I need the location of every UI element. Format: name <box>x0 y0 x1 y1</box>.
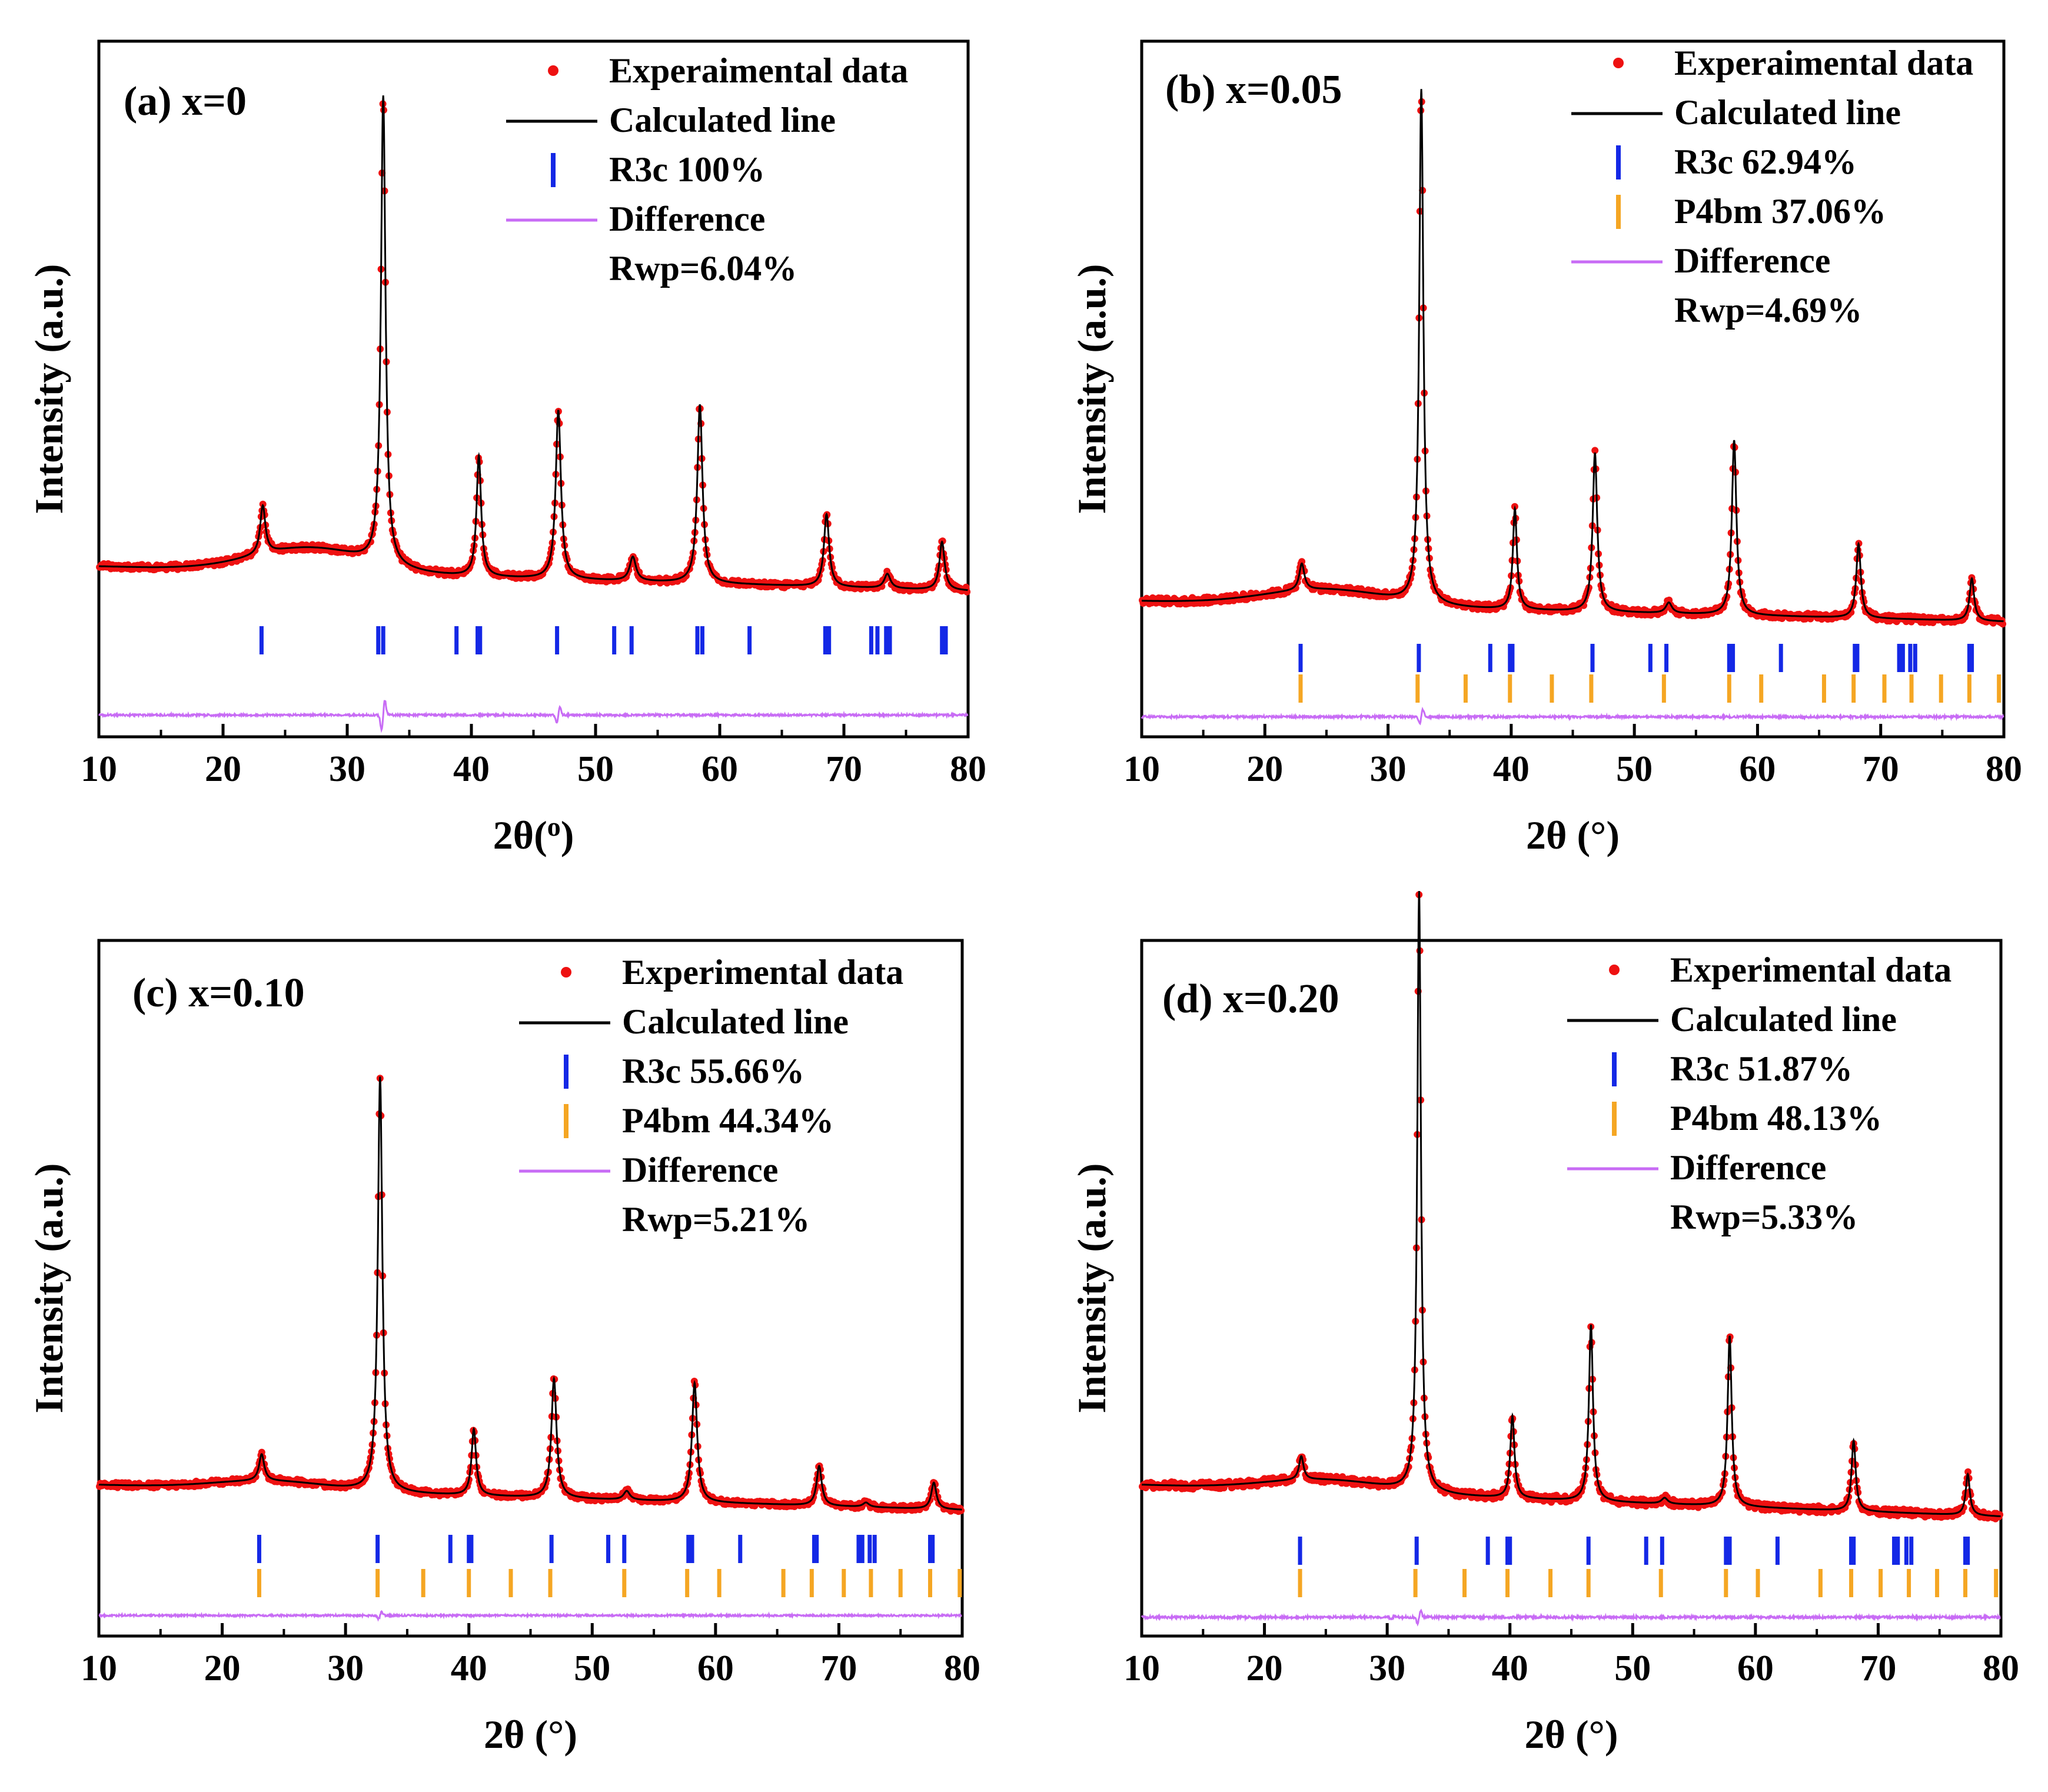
legend-entry-text: Difference <box>622 1151 778 1189</box>
bragg-ticks-r3c <box>259 626 948 654</box>
legend-entry-text: Experimental data <box>622 953 903 992</box>
x-axis-label: 2θ (°) <box>484 1712 577 1757</box>
legend-entry-text: P4bm 37.06% <box>1674 192 1886 231</box>
x-tick-label: 80 <box>1983 1648 2019 1688</box>
x-tick-label: 50 <box>574 1648 610 1688</box>
panel-d: 10 20 30 40 50 60 70 80 2θ (°) Intensity (a.u.) (d… <box>1069 891 2019 1757</box>
difference-curve <box>1141 706 2004 726</box>
x-tick-label: 80 <box>1986 749 2022 789</box>
x-tick-label: 20 <box>204 1648 241 1688</box>
legend-entry-text: R3c 55.66% <box>622 1052 804 1091</box>
legend-entry-text: Rwp=4.69% <box>1674 291 1862 330</box>
calculated-line <box>1142 89 2004 623</box>
x-axis-label: 2θ(o) <box>493 812 574 857</box>
legend-entry-text: Rwp=5.33% <box>1670 1198 1858 1236</box>
x-tick-label: 20 <box>1246 1648 1283 1688</box>
panel-a: 10 20 30 40 50 60 70 80 2θ(o) Intensity (a.u.) (a)… <box>26 39 986 857</box>
calculated-line <box>1142 891 2001 1517</box>
legend-marker-dot <box>548 65 558 76</box>
legend-entry-text: Difference <box>1674 241 1830 280</box>
legend: Experimental data Calculated line R3c 55.6… <box>519 953 903 1239</box>
legend-marker-dot <box>1613 58 1624 68</box>
x-axis-label: 2θ (°) <box>1525 1712 1618 1757</box>
calculated-line <box>98 1076 962 1511</box>
x-tick-label: 40 <box>451 1648 487 1688</box>
x-tick-label: 10 <box>81 749 117 789</box>
bragg-ticks-r3c <box>257 1535 935 1563</box>
x-tick-label: 40 <box>453 749 490 789</box>
legend: Experaimental data Calculated line R3c 62.… <box>1571 44 1973 330</box>
x-tick-label: 30 <box>329 749 365 789</box>
x-tick-label: 60 <box>697 1648 734 1688</box>
panel-label: (d) x=0.20 <box>1162 976 1339 1022</box>
x-tick-label: 50 <box>1614 1648 1651 1688</box>
bragg-ticks-r3c <box>1298 644 1974 672</box>
legend-entry-text: P4bm 44.34% <box>622 1101 834 1140</box>
legend-entry-text: Calculated line <box>1674 93 1901 132</box>
legend-entry-text: Rwp=5.21% <box>622 1200 810 1239</box>
legend-entry-text: R3c 100% <box>609 150 765 189</box>
difference-curve <box>98 1610 962 1622</box>
x-tick-label: 70 <box>1860 1648 1896 1688</box>
x-tick-label: 10 <box>1123 749 1160 789</box>
legend-entry-text: Rwp=6.04% <box>609 249 797 288</box>
legend: Experimental data Calculated line R3c 51.8… <box>1567 950 1951 1236</box>
legend-entry-text: Experaimental data <box>1674 44 1973 82</box>
x-tick-label: 20 <box>205 749 241 789</box>
legend-entry-text: Experimental data <box>1670 950 1951 989</box>
bragg-ticks-p4bm <box>1298 674 2002 703</box>
y-axis-label: Intensity (a.u.) <box>26 1163 71 1413</box>
bragg-ticks-p4bm <box>257 1569 962 1597</box>
legend-entry-text: P4bm 48.13% <box>1670 1099 1882 1138</box>
x-tick-label: 30 <box>1370 749 1407 789</box>
x-tick-label: 60 <box>701 749 738 789</box>
y-axis-label: Intensity (a.u.) <box>1069 1163 1114 1413</box>
x-tick-label: 50 <box>577 749 614 789</box>
x-tick-label: 30 <box>327 1648 364 1688</box>
x-tick-label: 40 <box>1492 1648 1528 1688</box>
panel-c: 10 20 30 40 50 60 70 80 2θ (°) Intensity (a.u.) (c… <box>26 939 980 1757</box>
bragg-ticks-r3c <box>1298 1537 1970 1565</box>
legend-entry-text: R3c 51.87% <box>1670 1049 1853 1088</box>
x-tick-label: 20 <box>1246 749 1283 789</box>
legend-entry-text: Calculated line <box>1670 1000 1897 1039</box>
legend-entry-text: Difference <box>609 200 765 238</box>
x-tick-label: 70 <box>820 1648 857 1688</box>
x-tick-label: 30 <box>1369 1648 1405 1688</box>
bragg-ticks-p4bm <box>1298 1569 1999 1597</box>
difference-curve <box>1141 1608 2001 1627</box>
legend-marker-dot <box>1609 965 1620 975</box>
y-axis-label: Intensity (a.u.) <box>26 264 71 514</box>
legend: Experaimental data Calculated line R3c 100… <box>506 51 908 288</box>
panel-label: (b) x=0.05 <box>1165 67 1342 112</box>
legend-entry-text: Difference <box>1670 1148 1826 1187</box>
panel-b: 10 20 30 40 50 60 70 80 2θ (°) Intensity (a.u.) (b… <box>1069 39 2022 857</box>
panel-label: (c) x=0.10 <box>132 970 305 1016</box>
legend-entry-text: Experaimental data <box>609 51 908 90</box>
x-tick-label: 10 <box>81 1648 117 1688</box>
legend-entry-text: R3c 62.94% <box>1674 142 1857 181</box>
legend-entry-text: Calculated line <box>609 101 836 139</box>
x-tick-label: 60 <box>1739 749 1776 789</box>
x-tick-label: 70 <box>1863 749 1899 789</box>
x-tick-label: 10 <box>1123 1648 1160 1688</box>
x-tick-label: 80 <box>944 1648 980 1688</box>
y-axis-label: Intensity (a.u.) <box>1069 264 1114 514</box>
x-tick-label: 40 <box>1493 749 1530 789</box>
panel-label: (a) x=0 <box>124 79 247 124</box>
legend-entry-text: Calculated line <box>622 1002 849 1041</box>
x-tick-label: 60 <box>1737 1648 1774 1688</box>
calculated-line <box>99 95 968 591</box>
x-axis-label: 2θ (°) <box>1526 813 1620 857</box>
x-tick-label: 70 <box>826 749 862 789</box>
difference-curve <box>98 700 969 733</box>
legend-marker-dot <box>561 967 571 978</box>
x-tick-label: 50 <box>1616 749 1653 789</box>
x-tick-label: 80 <box>950 749 986 789</box>
